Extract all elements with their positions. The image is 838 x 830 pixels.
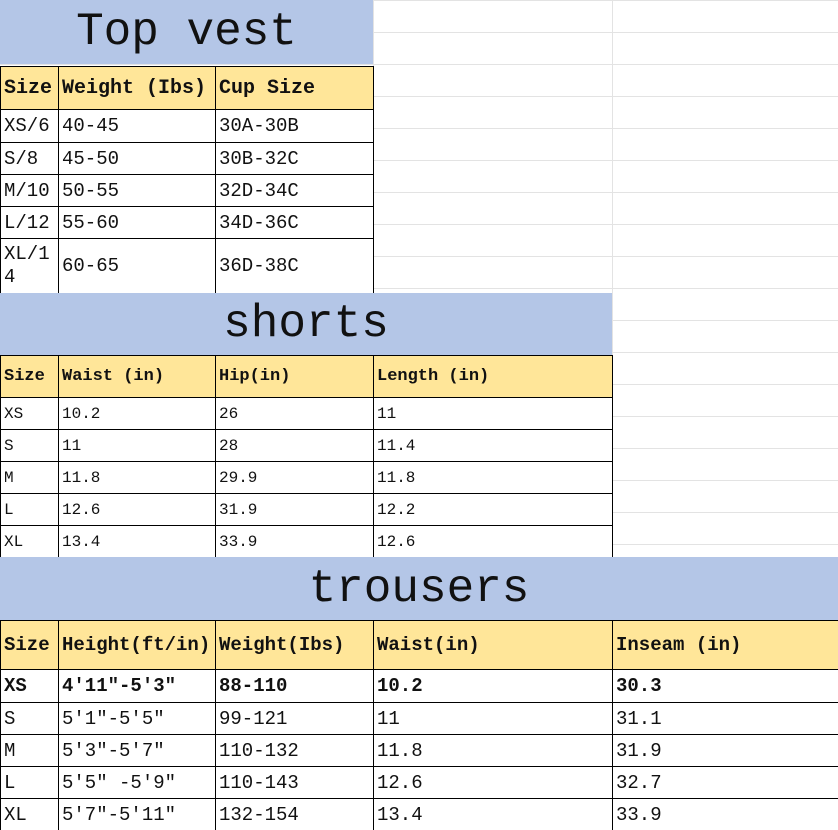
table-cell[interactable]: 31.9 bbox=[612, 734, 838, 767]
column-header: Cup Size bbox=[215, 66, 374, 110]
table-cell[interactable]: 13.4 bbox=[373, 798, 613, 830]
table-cell[interactable]: 12.6 bbox=[373, 525, 613, 558]
table-cell[interactable]: L bbox=[0, 493, 59, 526]
table-cell[interactable]: 12.2 bbox=[373, 493, 613, 526]
table-cell[interactable]: 11.8 bbox=[58, 461, 216, 494]
table-title: Top vest bbox=[0, 0, 373, 64]
column-header: Size bbox=[0, 620, 59, 670]
table-cell[interactable]: S bbox=[0, 429, 59, 462]
table-cell[interactable]: 36D-38C bbox=[215, 238, 374, 294]
column-header: Weight (Ibs) bbox=[58, 66, 216, 110]
table-cell[interactable]: 5'1"-5'5" bbox=[58, 702, 216, 735]
column-header: Size bbox=[0, 66, 59, 110]
table-cell[interactable]: 4'11"-5'3" bbox=[58, 669, 216, 703]
column-header: Weight(Ibs) bbox=[215, 620, 374, 670]
table-cell[interactable]: 88-110 bbox=[215, 669, 374, 703]
table-cell[interactable]: 40-45 bbox=[58, 109, 216, 143]
table-cell[interactable]: 30.3 bbox=[612, 669, 838, 703]
table-cell[interactable]: XL/14 bbox=[0, 238, 59, 294]
table-cell[interactable]: 50-55 bbox=[58, 174, 216, 207]
table-cell[interactable]: XS/6 bbox=[0, 109, 59, 143]
table-cell[interactable]: 10.2 bbox=[58, 397, 216, 430]
table-cell[interactable]: 11.8 bbox=[373, 461, 613, 494]
table-cell[interactable]: 55-60 bbox=[58, 206, 216, 239]
column-header: Hip(in) bbox=[215, 355, 374, 398]
table-cell[interactable]: 11 bbox=[58, 429, 216, 462]
table-cell[interactable]: 31.1 bbox=[612, 702, 838, 735]
table-cell[interactable]: M bbox=[0, 734, 59, 767]
table-cell[interactable]: 33.9 bbox=[215, 525, 374, 558]
table-cell[interactable]: 11 bbox=[373, 702, 613, 735]
table-cell[interactable]: M bbox=[0, 461, 59, 494]
column-header: Waist(in) bbox=[373, 620, 613, 670]
table-cell[interactable]: 13.4 bbox=[58, 525, 216, 558]
table-cell[interactable]: 60-65 bbox=[58, 238, 216, 294]
table-cell[interactable]: 11.4 bbox=[373, 429, 613, 462]
column-header: Inseam (in) bbox=[612, 620, 838, 670]
column-header: Size bbox=[0, 355, 59, 398]
table-cell[interactable]: 5'7"-5'11" bbox=[58, 798, 216, 830]
table-cell[interactable]: 31.9 bbox=[215, 493, 374, 526]
table-cell[interactable]: 32D-34C bbox=[215, 174, 374, 207]
column-header: Length (in) bbox=[373, 355, 613, 398]
table-cell[interactable]: 30A-30B bbox=[215, 109, 374, 143]
table-title: shorts bbox=[0, 293, 612, 355]
table-cell[interactable]: 30B-32C bbox=[215, 142, 374, 175]
table-cell[interactable]: 110-132 bbox=[215, 734, 374, 767]
table-cell[interactable]: 11 bbox=[373, 397, 613, 430]
table-cell[interactable]: 32.7 bbox=[612, 766, 838, 799]
table-cell[interactable]: 29.9 bbox=[215, 461, 374, 494]
table-cell[interactable]: 12.6 bbox=[58, 493, 216, 526]
table-cell[interactable]: L/12 bbox=[0, 206, 59, 239]
table-cell[interactable]: 5'3"-5'7" bbox=[58, 734, 216, 767]
table-cell[interactable]: 110-143 bbox=[215, 766, 374, 799]
table-cell[interactable]: S bbox=[0, 702, 59, 735]
table-cell[interactable]: 28 bbox=[215, 429, 374, 462]
table-cell[interactable]: 10.2 bbox=[373, 669, 613, 703]
table-cell[interactable]: L bbox=[0, 766, 59, 799]
table-cell[interactable]: 12.6 bbox=[373, 766, 613, 799]
table-cell[interactable]: XL bbox=[0, 525, 59, 558]
table-cell[interactable]: 5'5" -5'9" bbox=[58, 766, 216, 799]
table-cell[interactable]: 132-154 bbox=[215, 798, 374, 830]
table-title: trousers bbox=[0, 557, 838, 620]
table-cell[interactable]: 99-121 bbox=[215, 702, 374, 735]
column-header: Height(ft/in) bbox=[58, 620, 216, 670]
table-cell[interactable]: XS bbox=[0, 397, 59, 430]
table-cell[interactable]: XL bbox=[0, 798, 59, 830]
table-cell[interactable]: 34D-36C bbox=[215, 206, 374, 239]
table-cell[interactable]: M/10 bbox=[0, 174, 59, 207]
table-cell[interactable]: 45-50 bbox=[58, 142, 216, 175]
table-cell[interactable]: 11.8 bbox=[373, 734, 613, 767]
column-header: Waist (in) bbox=[58, 355, 216, 398]
table-cell[interactable]: 26 bbox=[215, 397, 374, 430]
table-cell[interactable]: S/8 bbox=[0, 142, 59, 175]
table-cell[interactable]: XS bbox=[0, 669, 59, 703]
table-cell[interactable]: 33.9 bbox=[612, 798, 838, 830]
